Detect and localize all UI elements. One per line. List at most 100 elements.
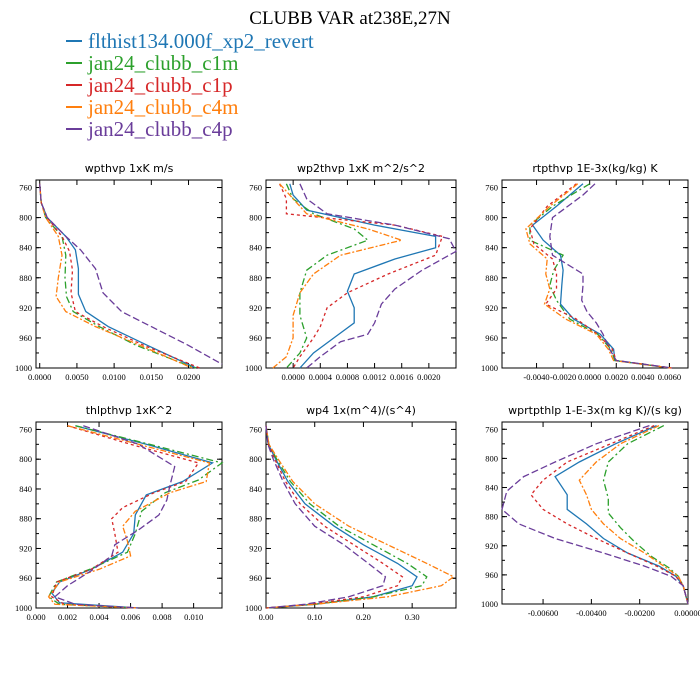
x-tick-label: 0.006	[121, 612, 140, 622]
panel-title: rtpthvp 1E-3x(kg/kg) K	[532, 162, 658, 175]
legend-item-xp2-revert: flthist134.000f_xp2_revert	[66, 30, 314, 52]
x-tick-label: 0.0000	[28, 372, 51, 382]
plot-frame	[35, 179, 223, 369]
series-line-1	[265, 425, 418, 609]
series-line-2	[265, 425, 428, 609]
x-tick-label: 0.0200	[177, 372, 200, 382]
y-tick-label: 840	[249, 243, 262, 253]
panel-title: wprtpthlp 1-E-3x(m kg K)/(s kg)	[508, 404, 682, 417]
x-tick-label: 0.0100	[102, 372, 125, 382]
panel-title: wpthvp 1xK m/s	[85, 162, 174, 175]
x-tick-label: 0.0016	[390, 372, 413, 382]
legend: flthist134.000f_xp2_revert jan24_clubb_c…	[66, 30, 314, 140]
series-line-2	[285, 183, 370, 369]
x-tick-label: 0.0004	[309, 372, 333, 382]
series-line-3	[279, 183, 444, 369]
x-tick-label: -0.0020	[550, 372, 576, 382]
series-line-4	[578, 425, 689, 605]
y-tick-label: 760	[19, 424, 32, 434]
x-tick-label: 0.10	[307, 612, 322, 622]
y-tick-label: 1000	[245, 363, 262, 373]
y-tick-label: 800	[19, 213, 32, 223]
y-tick-label: 920	[249, 543, 262, 553]
legend-swatch	[66, 84, 82, 87]
x-tick-label: 0.008	[153, 612, 172, 622]
x-tick-label: -0.00200	[624, 608, 654, 618]
y-tick-label: 920	[19, 303, 32, 313]
panel-1: wpthvp 1xK m/s76080084088092096010000.00…	[15, 162, 223, 382]
y-tick-label: 880	[19, 273, 32, 283]
y-tick-label: 760	[485, 424, 498, 434]
legend-item-c1m: jan24_clubb_c1m	[66, 52, 314, 74]
panel-4: thlpthvp 1xK^276080084088092096010000.00…	[15, 404, 224, 622]
chart-title: CLUBB VAR at238E,27N	[249, 8, 451, 29]
series-line-4	[47, 425, 211, 609]
plot-frame	[501, 421, 689, 605]
legend-swatch	[66, 106, 82, 109]
y-tick-label: 960	[249, 333, 262, 343]
y-tick-label: 880	[249, 514, 262, 524]
x-tick-label: 0.0008	[336, 372, 359, 382]
plot-frame	[265, 421, 457, 609]
panel-2: wp2thvp 1xK m^2/s^2 760 800 840 880 920 960 100…	[245, 162, 457, 382]
legend-item-c1p: jan24_clubb_c1p	[66, 74, 314, 96]
y-tick-label: 840	[485, 243, 498, 253]
y-tick-label: 960	[249, 573, 262, 583]
series-line-5	[299, 183, 457, 369]
legend-label: jan24_clubb_c1m	[88, 51, 239, 75]
x-tick-label: -0.0040	[523, 372, 549, 382]
series-line-1	[554, 425, 689, 605]
y-tick-label: 920	[485, 303, 498, 313]
y-tick-label: 1000	[15, 603, 32, 613]
series-line-3	[39, 183, 200, 369]
y-tick-label: 840	[19, 243, 32, 253]
series-line-5	[501, 424, 689, 605]
x-tick-label: 0.0012	[363, 372, 386, 382]
series-line-2	[39, 183, 197, 369]
series-line-3	[529, 183, 673, 369]
x-tick-label: 0.00000	[674, 608, 700, 618]
series-line-4	[39, 183, 193, 369]
x-tick-label: 0.0000	[281, 372, 304, 382]
legend-swatch	[66, 128, 82, 131]
series-line-2	[602, 425, 689, 605]
series-line-5	[39, 183, 223, 365]
series-line-4	[525, 183, 671, 369]
y-tick-label: 800	[249, 213, 262, 223]
y-tick-label: 1000	[245, 603, 262, 613]
y-tick-label: 960	[19, 333, 32, 343]
panel-5: wp4 1x(m^4)/(s^4) 760 800 840 880 920 960 1000 0…	[245, 404, 457, 622]
series-line-2	[47, 425, 224, 609]
legend-label: flthist134.000f_xp2_revert	[88, 29, 314, 53]
x-tick-label: -0.00400	[576, 608, 606, 618]
y-tick-label: 960	[19, 573, 32, 583]
y-tick-label: 840	[19, 484, 32, 494]
series-line-4	[272, 183, 405, 369]
y-tick-label: 880	[249, 273, 262, 283]
y-tick-label: 760	[249, 183, 262, 193]
y-tick-label: 840	[249, 484, 262, 494]
series-line-3	[51, 425, 200, 609]
y-tick-label: 840	[485, 483, 498, 493]
panel-title: wp2thvp 1xK m^2/s^2	[297, 162, 425, 175]
plot-frame	[501, 179, 689, 369]
x-tick-label: 0.000	[26, 612, 45, 622]
y-tick-label: 760	[249, 424, 262, 434]
x-tick-label: 0.0150	[140, 372, 163, 382]
y-tick-label: 960	[485, 570, 498, 580]
series-line-5	[549, 183, 673, 369]
y-tick-label: 800	[485, 213, 498, 223]
x-tick-label: 0.0060	[658, 372, 681, 382]
y-tick-label: 960	[485, 333, 498, 343]
series-line-4	[265, 425, 455, 609]
series-line-1	[289, 183, 437, 369]
legend-label: jan24_clubb_c4m	[88, 95, 239, 119]
x-tick-label: -0.00600	[528, 608, 558, 618]
x-tick-label: 0.0020	[605, 372, 628, 382]
panel-title: wp4 1x(m^4)/(s^4)	[306, 404, 416, 417]
y-tick-label: 800	[249, 454, 262, 464]
y-tick-label: 800	[485, 453, 498, 463]
panel-title: thlpthvp 1xK^2	[86, 404, 173, 417]
y-tick-label: 760	[485, 183, 498, 193]
series-line-1	[39, 183, 197, 369]
